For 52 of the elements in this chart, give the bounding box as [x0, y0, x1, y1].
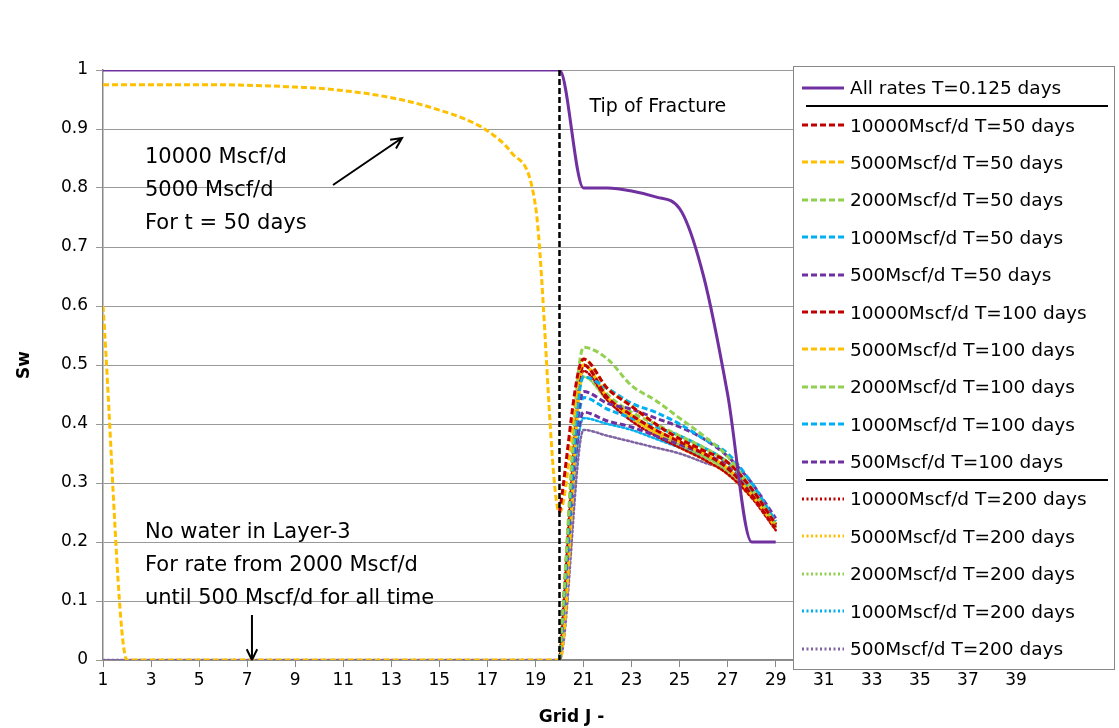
y-tick-label: 0	[77, 648, 88, 669]
legend-label: 1000Mscf/d T=200 days	[850, 600, 1075, 622]
x-tick-label: 7	[241, 668, 253, 689]
legend-label: 2000Mscf/d T=200 days	[850, 563, 1075, 585]
legend-label: 10000Mscf/d T=50 days	[850, 114, 1075, 136]
y-tick-label: 0.8	[60, 176, 88, 197]
x-tick-label: 39	[1005, 668, 1027, 689]
y-tick-label: 0.6	[60, 294, 88, 315]
x-tick-label: 37	[957, 668, 979, 689]
x-tick-label: 25	[668, 668, 691, 689]
y-tick-label: 0.3	[60, 471, 88, 492]
legend-label: 10000Mscf/d T=200 days	[850, 488, 1087, 510]
annotation: 10000 Mscf/d 5000 Mscf/d For t = 50 days	[145, 144, 307, 234]
x-tick-label: 5	[193, 668, 205, 689]
legend-label: 1000Mscf/d T=100 days	[850, 413, 1075, 435]
x-tick-label: 17	[476, 668, 499, 689]
legend-label: 5000Mscf/d T=200 days	[850, 525, 1075, 547]
x-tick-label: 9	[289, 668, 301, 689]
y-tick-label: 1	[77, 58, 88, 79]
y-tick-label: 0.2	[60, 530, 88, 551]
y-tick-label: 0.1	[60, 589, 88, 610]
x-axis-title: Grid J -	[538, 706, 605, 727]
legend-label: 500Mscf/d T=50 days	[850, 264, 1052, 286]
legend-label: All rates T=0.125 days	[850, 77, 1062, 99]
x-tick-label: 31	[812, 668, 835, 689]
x-tick-label: 1	[97, 668, 109, 689]
x-tick-label: 33	[861, 668, 883, 689]
legend-label: 500Mscf/d T=200 days	[850, 638, 1064, 660]
x-tick-label: 27	[716, 668, 739, 689]
legend-label: 500Mscf/d T=100 days	[850, 451, 1064, 473]
x-tick-label: 19	[524, 668, 547, 689]
legend-label: 2000Mscf/d T=50 days	[850, 189, 1064, 211]
y-tick-label: 0.4	[60, 412, 88, 433]
legend-label: 1000Mscf/d T=50 days	[850, 226, 1064, 248]
legend-label: 2000Mscf/d T=100 days	[850, 376, 1075, 398]
x-tick-label: 11	[332, 668, 355, 689]
legend-label: 5000Mscf/d T=50 days	[850, 151, 1064, 173]
x-tick-label: 13	[380, 668, 403, 689]
y-tick-label: 0.5	[60, 353, 88, 374]
legend-label: 5000Mscf/d T=100 days	[850, 338, 1075, 360]
x-tick-label: 15	[428, 668, 451, 689]
x-tick-label: 3	[145, 668, 157, 689]
x-tick-label: 29	[764, 668, 787, 689]
y-tick-label: 0.7	[60, 235, 88, 256]
ref-line-label: Tip of Fracture	[588, 94, 727, 116]
x-tick-label: 21	[572, 668, 595, 689]
y-axis-title: Sw	[12, 350, 33, 379]
annotation: No water in Layer-3 For rate from 2000 Mscf/d until 500 Mscf/d for all time	[145, 519, 435, 609]
y-tick-label: 0.9	[60, 117, 88, 138]
x-tick-label: 35	[909, 668, 931, 689]
legend-label: 10000Mscf/d T=100 days	[850, 301, 1087, 323]
x-tick-label: 23	[620, 668, 643, 689]
